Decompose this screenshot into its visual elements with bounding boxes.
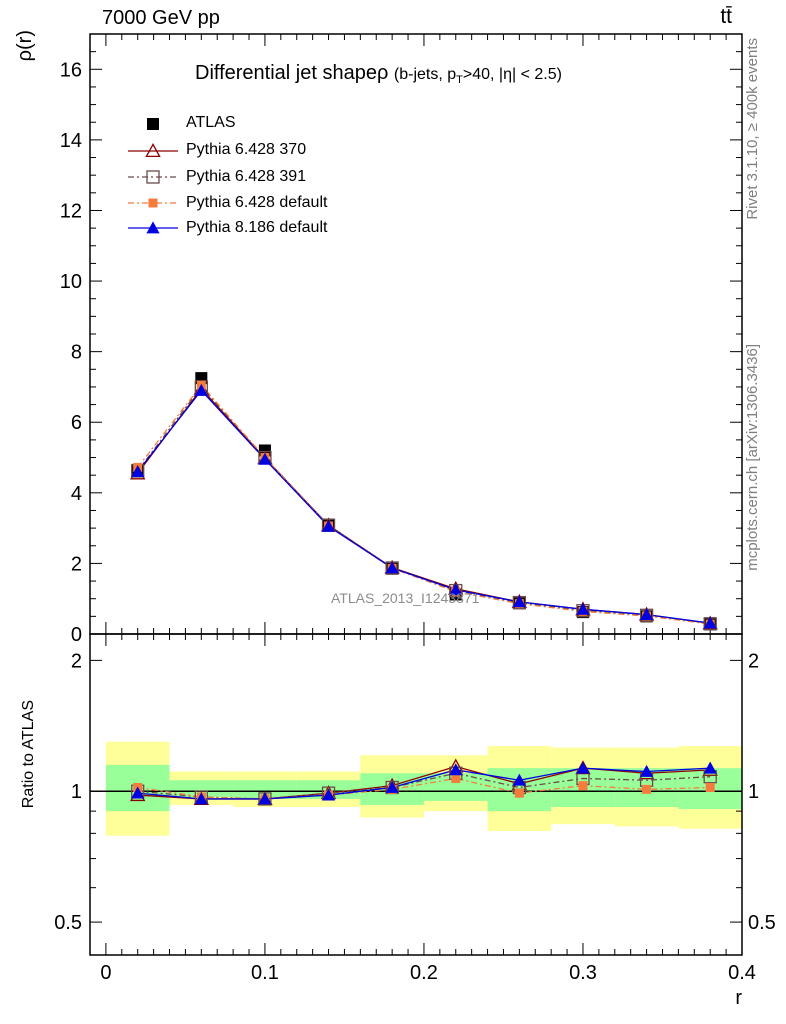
legend-marker-py391 — [146, 170, 160, 184]
main-y-tick-label: 12 — [60, 200, 82, 222]
main-y-tick-label: 6 — [71, 412, 82, 434]
process-label: tt̄ — [720, 5, 732, 28]
ratio-point-py6def — [578, 781, 588, 791]
chart-title: Differential jet shapeρ (b-jets, pT>40, … — [195, 62, 562, 86]
ratio-point-py8def — [131, 786, 145, 799]
ratio-point-py8def — [639, 764, 654, 777]
ratio-point-py6def — [705, 782, 715, 792]
main-y-tick-label: 10 — [60, 271, 82, 293]
x-tick-label: 0.1 — [251, 962, 279, 984]
main-point-py8def — [131, 465, 145, 478]
rivet-label: Rivet 3.1.10, ≥ 400k events — [744, 38, 761, 220]
legend-label-atlas: ATLAS — [186, 114, 236, 131]
ratio-point-py8def — [576, 761, 590, 774]
ratio-point-py8def — [194, 792, 208, 805]
ratio-point-py8def — [321, 788, 336, 801]
ratio-point-py8def — [449, 763, 463, 776]
legend-marker-py6def — [148, 198, 158, 208]
main-point-py8def — [639, 607, 654, 620]
main-point-py8def — [449, 583, 463, 596]
chart-title-main: Differential jet shapeρ — [195, 62, 389, 84]
main-point-py8def — [703, 616, 717, 629]
ratio-line-py391 — [137, 772, 711, 800]
x-tick-label: 0.3 — [569, 962, 597, 984]
y-axis-label-main: ρ(r) — [14, 30, 36, 62]
ratio-point-py8def — [385, 780, 399, 793]
ratio-point-py8def — [512, 773, 526, 786]
ratio-y-tick-label: 0.5 — [54, 912, 82, 934]
x-tick-label: 0.2 — [410, 962, 438, 984]
main-line-py391 — [137, 385, 711, 625]
main-point-py8def — [385, 561, 399, 574]
main-y-tick-label: 0 — [71, 624, 82, 646]
legend-label-py370: Pythia 6.428 370 — [186, 141, 307, 158]
ratio-y-tick-label: 1 — [71, 781, 82, 803]
main-y-tick-label: 8 — [71, 342, 82, 364]
ratio-line-py6def — [137, 777, 711, 800]
main-point-py8def — [321, 519, 336, 532]
ratio-y-tick-label: 2 — [71, 650, 82, 672]
ratio-point-py6def — [514, 788, 524, 798]
ratio-y-tick-label-right: 0.5 — [748, 912, 776, 934]
ratio-frame — [89, 633, 743, 956]
analysis-watermark: ATLAS_2013_I1243871 — [331, 590, 480, 606]
legend-label-py391: Pythia 6.428 391 — [186, 168, 307, 185]
main-line-py8def — [137, 389, 711, 624]
ratio-y-tick-label-right: 2 — [748, 650, 759, 672]
mcplots-label: mcplots.cern.ch [arXiv:1306.3436] — [744, 344, 761, 571]
legend-marker-atlas — [147, 118, 159, 130]
axis-ticks — [89, 33, 743, 955]
chart-subtitle: (b-jets, pT>40, |η| < 2.5) — [393, 66, 562, 87]
main-y-tick-label: 4 — [71, 483, 82, 505]
energy-label: 7000 GeV pp — [102, 7, 220, 29]
band-green — [169, 780, 234, 797]
ratio-point-py8def — [258, 792, 272, 805]
main-point-py8def — [512, 595, 526, 608]
y-axis-label-ratio: Ratio to ATLAS — [20, 700, 37, 809]
series-lines — [137, 384, 711, 800]
x-tick-label: 0.4 — [728, 962, 756, 984]
ratio-line-py8def — [137, 767, 711, 800]
ratio-point-py6def — [642, 784, 652, 794]
legend-marker-py8def — [146, 221, 160, 234]
main-y-tick-label: 16 — [60, 59, 82, 81]
main-y-tick-label: 2 — [71, 553, 82, 575]
ratio-y-tick-label-right: 1 — [748, 781, 759, 803]
main-y-tick-label: 14 — [60, 130, 82, 152]
main-line-py6def — [137, 384, 711, 625]
ratio-point-py8def — [703, 761, 717, 774]
legend-label-py6def: Pythia 6.428 default — [186, 194, 328, 211]
main-line-py370 — [137, 387, 711, 625]
x-tick-label: 0 — [100, 962, 111, 984]
band-green — [233, 780, 297, 799]
x-axis-label: r — [735, 987, 742, 1009]
legend-marker-py370 — [145, 143, 161, 158]
series-markers — [130, 372, 718, 806]
main-point-py8def — [258, 452, 272, 465]
main-point-py8def — [576, 602, 590, 615]
ratio-point-py6def — [451, 773, 461, 783]
main-point-py8def — [194, 383, 208, 396]
legend-label-py8def: Pythia 8.186 default — [186, 219, 328, 236]
legend-glyphs — [128, 118, 178, 234]
